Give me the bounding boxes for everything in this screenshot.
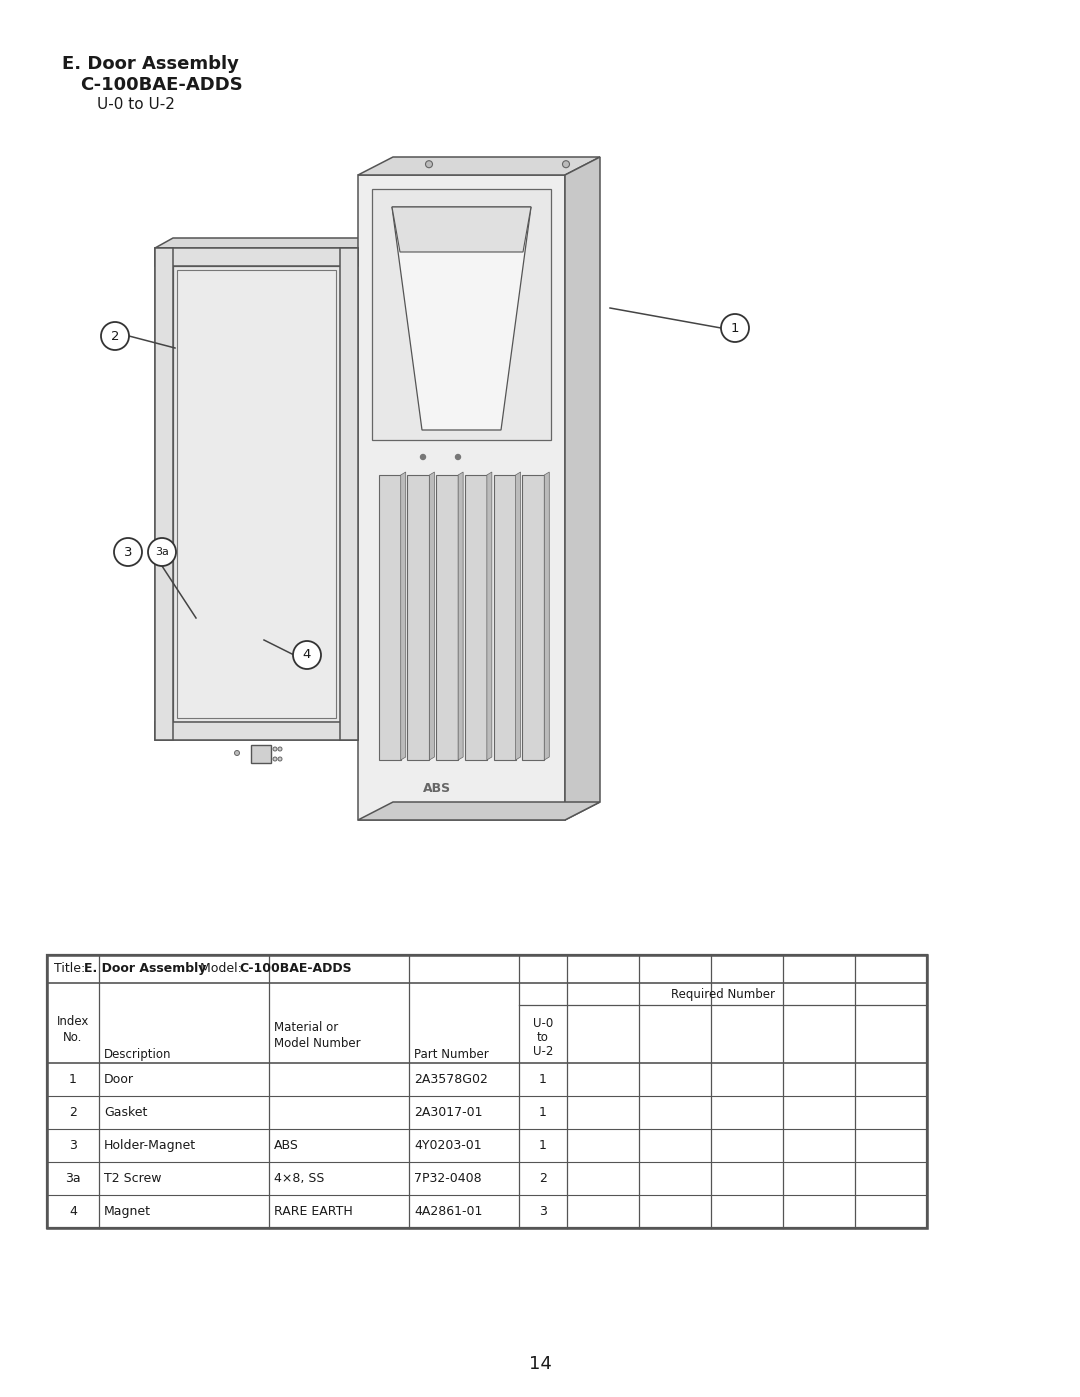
Text: ABS: ABS xyxy=(423,782,451,795)
Polygon shape xyxy=(392,207,531,251)
Circle shape xyxy=(420,454,426,460)
Text: 3a: 3a xyxy=(156,548,168,557)
Text: Description: Description xyxy=(104,1048,172,1060)
Circle shape xyxy=(278,747,282,752)
Circle shape xyxy=(102,321,129,351)
Circle shape xyxy=(273,747,276,752)
Polygon shape xyxy=(430,472,434,760)
Text: 3: 3 xyxy=(539,1206,546,1218)
Polygon shape xyxy=(544,472,550,760)
Text: 4Y0203-01: 4Y0203-01 xyxy=(414,1139,482,1153)
Polygon shape xyxy=(436,475,458,760)
Text: 4×8, SS: 4×8, SS xyxy=(274,1172,324,1185)
Text: 4A2861-01: 4A2861-01 xyxy=(414,1206,483,1218)
Polygon shape xyxy=(565,156,600,820)
Circle shape xyxy=(114,538,141,566)
Text: Material or: Material or xyxy=(274,1021,338,1034)
Text: C-100BAE-ADDS: C-100BAE-ADDS xyxy=(80,75,243,94)
Text: 2: 2 xyxy=(69,1106,77,1119)
Polygon shape xyxy=(156,249,357,740)
Circle shape xyxy=(563,161,569,168)
Circle shape xyxy=(148,538,176,566)
Polygon shape xyxy=(156,249,357,265)
Polygon shape xyxy=(401,472,406,760)
Text: U-0 to U-2: U-0 to U-2 xyxy=(97,96,175,112)
Text: C-100BAE-ADDS: C-100BAE-ADDS xyxy=(239,963,352,975)
Text: 1: 1 xyxy=(69,1073,77,1085)
Text: U-2: U-2 xyxy=(532,1045,553,1058)
Polygon shape xyxy=(515,472,521,760)
Text: 2: 2 xyxy=(539,1172,546,1185)
Text: 14: 14 xyxy=(528,1355,552,1373)
Text: to: to xyxy=(537,1031,549,1044)
Text: 1: 1 xyxy=(539,1139,546,1153)
Polygon shape xyxy=(407,475,430,760)
Circle shape xyxy=(426,161,432,168)
Polygon shape xyxy=(392,207,531,430)
Text: 2A3017-01: 2A3017-01 xyxy=(414,1106,483,1119)
Polygon shape xyxy=(372,189,551,440)
Circle shape xyxy=(721,314,750,342)
Text: Magnet: Magnet xyxy=(104,1206,151,1218)
Text: 4: 4 xyxy=(302,648,311,662)
Polygon shape xyxy=(357,156,600,175)
Text: Gasket: Gasket xyxy=(104,1106,147,1119)
Polygon shape xyxy=(48,956,927,1228)
Text: E. Door Assembly: E. Door Assembly xyxy=(84,963,206,975)
Text: No.: No. xyxy=(64,1031,83,1044)
Circle shape xyxy=(293,641,321,669)
Text: 1: 1 xyxy=(539,1106,546,1119)
Polygon shape xyxy=(523,475,544,760)
Polygon shape xyxy=(340,249,357,740)
Text: Title:: Title: xyxy=(54,963,90,975)
Text: Required Number: Required Number xyxy=(671,988,775,1002)
Text: 7P32-0408: 7P32-0408 xyxy=(414,1172,482,1185)
Polygon shape xyxy=(464,475,487,760)
Text: Model Number: Model Number xyxy=(274,1037,361,1051)
Text: 1: 1 xyxy=(731,321,739,334)
Text: 3: 3 xyxy=(69,1139,77,1153)
Polygon shape xyxy=(487,472,491,760)
Text: T2 Screw: T2 Screw xyxy=(104,1172,162,1185)
Polygon shape xyxy=(251,745,271,763)
Text: U-0: U-0 xyxy=(532,1017,553,1030)
Text: E. Door Assembly: E. Door Assembly xyxy=(62,54,239,73)
Text: 1: 1 xyxy=(539,1073,546,1085)
Polygon shape xyxy=(379,475,401,760)
Polygon shape xyxy=(357,237,376,740)
Text: 2A3578G02: 2A3578G02 xyxy=(414,1073,488,1085)
Text: Model:: Model: xyxy=(184,963,246,975)
Polygon shape xyxy=(458,472,463,760)
Polygon shape xyxy=(156,237,376,249)
Text: 4: 4 xyxy=(69,1206,77,1218)
Polygon shape xyxy=(156,722,357,740)
Polygon shape xyxy=(173,265,340,722)
Text: ABS: ABS xyxy=(274,1139,299,1153)
Text: 3a: 3a xyxy=(65,1172,81,1185)
Text: Door: Door xyxy=(104,1073,134,1085)
Text: Index: Index xyxy=(57,1016,90,1028)
Circle shape xyxy=(456,454,460,460)
Circle shape xyxy=(273,757,276,761)
Text: Part Number: Part Number xyxy=(414,1048,489,1060)
Circle shape xyxy=(278,757,282,761)
Text: 3: 3 xyxy=(124,545,132,559)
Polygon shape xyxy=(177,270,336,718)
Text: 2: 2 xyxy=(111,330,119,342)
Polygon shape xyxy=(156,249,173,740)
Text: Holder-Magnet: Holder-Magnet xyxy=(104,1139,197,1153)
Circle shape xyxy=(234,750,240,756)
Polygon shape xyxy=(494,475,515,760)
Polygon shape xyxy=(357,175,565,820)
Text: RARE EARTH: RARE EARTH xyxy=(274,1206,353,1218)
Polygon shape xyxy=(357,802,600,820)
